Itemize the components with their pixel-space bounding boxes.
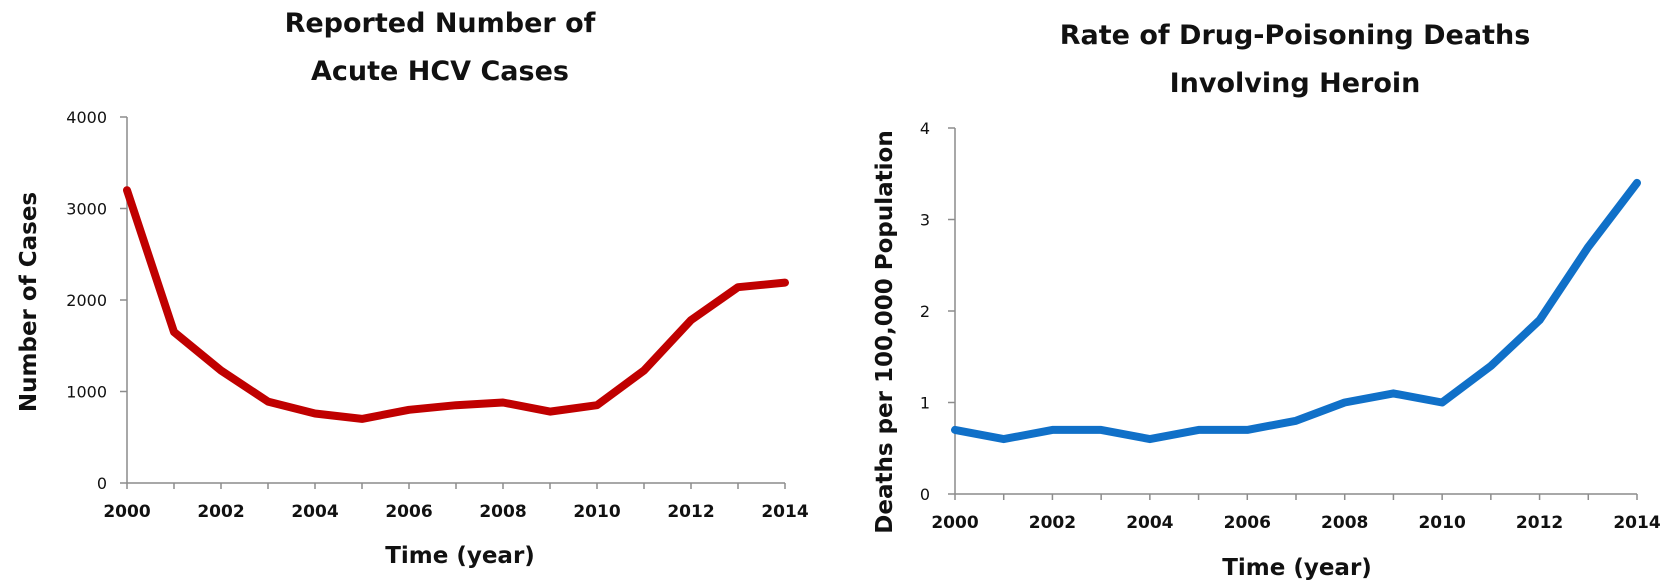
y-tick-label: 2	[920, 302, 930, 321]
heroin-deaths-chart: Rate of Drug-Poisoning Deaths Involving …	[872, 20, 1661, 581]
x-tick-label: 2008	[479, 502, 526, 522]
y-tick-label: 0	[97, 474, 107, 493]
x-tick-label: 2002	[1029, 513, 1076, 533]
y-tick-label: 3000	[66, 200, 107, 219]
x-tick-label: 2002	[197, 502, 244, 522]
x-tick-label: 2004	[291, 502, 338, 522]
chart-title-line-2: Acute HCV Cases	[311, 56, 569, 87]
y-tick-label: 1	[920, 394, 930, 413]
x-axis-title: Time (year)	[385, 543, 535, 569]
chart-title-line-1: Reported Number of	[285, 8, 596, 39]
x-tick-label: 2012	[1516, 513, 1563, 533]
x-tick-label: 2010	[1418, 513, 1465, 533]
y-tick-label: 3	[920, 211, 930, 230]
x-tick-label: 2012	[667, 502, 714, 522]
y-tick-label: 1000	[66, 383, 107, 402]
series-line	[951, 178, 1641, 444]
x-tick-label: 2004	[1126, 513, 1173, 533]
y-tick-label: 4000	[66, 108, 107, 127]
x-axis-title: Time (year)	[1222, 555, 1372, 581]
x-tick-label: 2010	[573, 502, 620, 522]
x-tick-label: 2008	[1321, 513, 1368, 533]
y-tick-label: 0	[920, 485, 930, 504]
chart-title-line-1: Rate of Drug-Poisoning Deaths	[1060, 20, 1531, 51]
x-tick-label: 2006	[1224, 513, 1271, 533]
y-axis-title: Number of Cases	[16, 192, 42, 412]
chart-title-line-2: Involving Heroin	[1170, 68, 1421, 99]
x-tick-label: 2000	[931, 513, 978, 533]
y-tick-label: 2000	[66, 291, 107, 310]
x-tick-label: 2006	[385, 502, 432, 522]
y-tick-label: 4	[920, 119, 930, 138]
y-axis-title: Deaths per 100,000 Population	[872, 130, 898, 533]
hcv-cases-chart: Reported Number of Acute HCV Cases Numbe…	[16, 8, 809, 569]
series-line	[123, 186, 789, 423]
x-tick-label: 2014	[761, 502, 808, 522]
x-tick-label: 2000	[103, 502, 150, 522]
x-tick-label: 2014	[1613, 513, 1660, 533]
